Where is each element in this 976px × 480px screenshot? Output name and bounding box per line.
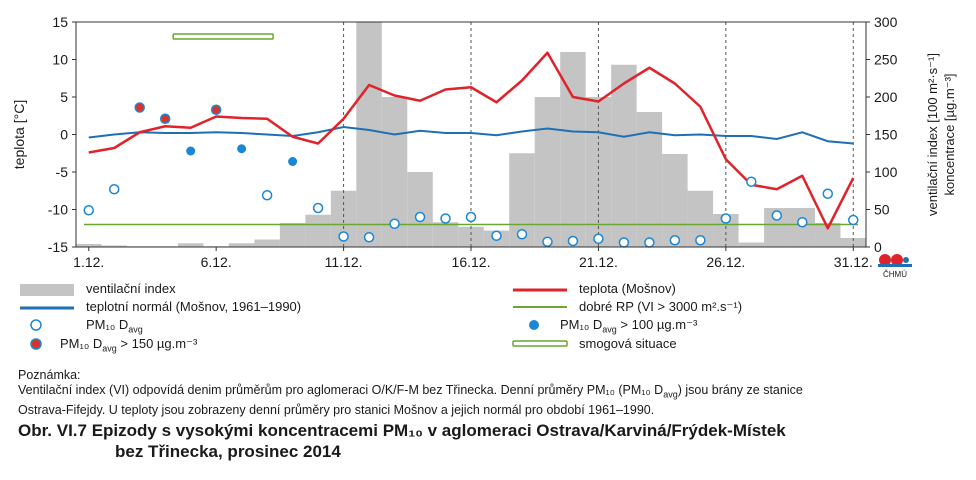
x-tick-label: 11.12. [325,254,363,270]
y-right-tick-label: 0 [874,239,882,255]
pm10-marker-over-100 [237,144,247,154]
ventilation-bar [458,226,484,247]
pm10-marker [720,213,732,224]
y-right-tick-label: 50 [874,202,890,218]
x-tick-label: 6.12. [201,254,232,270]
pm10-marker [669,235,681,246]
pm10-marker [516,229,528,240]
pm10-marker [465,211,477,223]
pm10-marker [644,237,655,248]
pm10-marker [542,236,553,247]
y-left-tick-label: -10 [48,202,68,218]
x-tick-label: 21.12. [579,254,618,270]
y-right-tick-label: 300 [874,14,898,30]
ventilation-bar [432,222,459,247]
x-tick-label: 31.12. [834,254,873,270]
y-right-tick-label: 200 [874,89,898,105]
pm10-marker [338,231,349,242]
legend-label-pm10-150: PM₁₀ Davg > 150 µg.m⁻³ [60,336,198,354]
ventilation-bar [279,223,306,247]
note-line-2: Ostrava-Fifejdy. U teploty jsou zobrazen… [18,402,655,417]
legend-label-normal: teplotní normál (Mošnov, 1961–1990) [86,299,302,314]
pm10-marker [108,184,120,195]
pm10-marker [822,188,834,199]
pm10-marker [261,190,273,201]
x-tick-label: 16.12. [452,254,491,270]
legend-label-good-rp: dobré RP (VI > 3000 m².s⁻¹) [579,299,743,314]
y-right-label-1: ventilační index [100 m²·s⁻¹] [925,53,940,216]
pm10-marker [567,235,579,247]
note: Poznámka: Ventilační index (VI) odpovídá… [18,368,803,418]
pm10-markers [83,102,859,248]
y-left-tick-label: 10 [52,52,68,68]
pm10-marker-over-150 [159,113,171,124]
grid-lines [343,22,854,247]
legend-label-smog: smogová situace [579,336,677,351]
ventilation-bar [662,154,688,247]
note-line-1: Ventilační index (VI) odpovídá denim prů… [18,383,803,400]
y-left-tick-label: 15 [52,14,68,30]
pm10-marker [618,237,630,248]
y-left-tick-label: -5 [56,164,69,180]
figure-caption: Obr. VI.7 Epizody s vysokými koncentrace… [18,420,786,462]
legend-swatch-pm10 [30,319,42,331]
y-right-tick-label: 150 [874,127,898,143]
ventilation-bar [254,239,280,247]
ventilation-bar [534,97,561,247]
ventilation-bar [356,22,382,247]
y-left-tick-label: 0 [60,127,68,143]
smog-situation-bar [172,33,274,40]
ventilation-bar [611,64,637,247]
pm10-marker [593,233,604,244]
x-tick-label: 1.12. [73,254,104,270]
ventilation-bar [407,172,433,247]
pm10-marker [771,210,783,221]
legend-swatch-pm10-150 [30,338,42,350]
chmu-logo: ČHMÚ [878,252,912,279]
chmu-logo-mark [878,254,912,267]
pm10-marker-over-100 [288,157,298,166]
x-tick-label: 26.12. [706,254,745,270]
legend-label-pm10: PM₁₀ Davg [86,317,143,335]
pm10-marker-over-150 [134,102,145,113]
y-left-tick-label: -15 [48,239,68,255]
pm10-marker [312,202,324,214]
chmu-logo-text: ČHMÚ [883,270,907,279]
ventilation-bar [76,244,102,247]
pm10-marker [848,214,859,226]
pm10-marker-over-150 [210,104,222,115]
data-lines [84,33,858,230]
caption-line-1: Obr. VI.7 Epizody s vysokými koncentrace… [18,421,786,440]
y-left-label: teplota [°C] [11,100,27,169]
ventilation-bar [738,242,765,247]
y-left-tick-label: 5 [60,89,68,105]
pm10-marker [797,217,808,228]
pm10-marker [440,213,451,224]
y-right-tick-label: 250 [874,52,898,68]
temperature-line [88,51,855,230]
ventilation-bar [101,245,127,247]
temperature-normal-line [88,125,854,145]
note-heading: Poznámka: [18,368,81,382]
pm10-marker [363,232,375,243]
pm10-marker [83,205,94,216]
pm10-marker [695,235,706,246]
legend-swatch-smog [512,340,568,347]
ventilation-bar [840,238,866,247]
ventilation-bar [228,243,255,247]
pm10-marker-over-100 [186,146,196,156]
pm10-marker [389,218,400,229]
pm10-marker [746,176,757,187]
ventilation-bar [305,214,331,247]
legend-label-pm10-100: PM₁₀ Davg > 100 µg.m⁻³ [560,317,698,335]
y-right-label-2: koncentrace [µg.m⁻³] [942,73,957,195]
caption-line-2: bez Třinecka, prosinec 2014 [115,442,341,461]
y-right-tick-label: 100 [874,164,898,180]
ventilation-bar [177,243,204,247]
legend-swatch-pm10-100 [529,320,539,330]
pm10-marker [414,211,426,223]
pm10-marker [491,230,502,241]
